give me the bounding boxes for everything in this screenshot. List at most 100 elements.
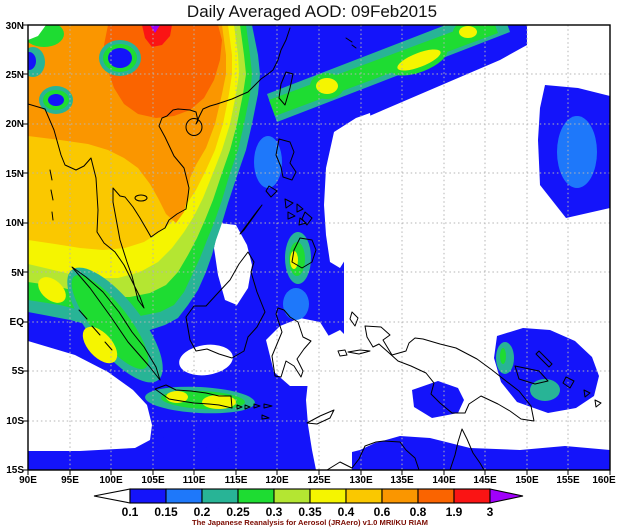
aod-field: [28, 25, 610, 470]
aod-white-banda-timor: [306, 330, 357, 470]
colorbar-level-label: 0.15: [154, 505, 178, 519]
lat-tick-label: 5N: [11, 268, 24, 279]
colorbar-level-label: 0.4: [338, 505, 355, 519]
coastline-sulawesi: [271, 307, 312, 378]
lon-tick-label: 140E: [432, 475, 456, 486]
coastline-australia: [326, 428, 485, 470]
colorbar-above-max-arrow: [489, 488, 524, 504]
credit-line: The Japanese Reanalysis for Aerosol (JRA…: [192, 518, 428, 527]
colorbar-level-label: 0.8: [410, 505, 427, 519]
colorbar-level-label: 0.25: [226, 505, 250, 519]
gridlines: [28, 25, 610, 470]
aod-blue-bismarck: [494, 328, 599, 413]
aod-white-java-sea: [179, 344, 233, 376]
coastline-lesser-sunda: [236, 403, 335, 425]
lon-tick-label: 155E: [556, 475, 580, 486]
coastline-hainan: [185, 118, 203, 136]
aod-white-east-of-philippines: [324, 113, 374, 268]
lat-tick-label: 10S: [6, 416, 24, 427]
aod-teal-bismarck-east: [530, 379, 560, 401]
lon-tick-label: 160E: [592, 475, 616, 486]
aod-yellow-mindanao: [290, 251, 298, 269]
colorbar-cell: [273, 488, 311, 504]
coastlines: [28, 27, 602, 470]
colorbar-cell: [453, 488, 491, 504]
lon-tick-label: 145E: [473, 475, 497, 486]
coastline-borneo: [185, 251, 266, 359]
lon-tick-label: 95E: [61, 475, 79, 486]
aod-blue-arafura: [412, 381, 464, 418]
aod-blue-hole-2: [48, 94, 64, 106]
lat-tick-label: 30N: [6, 21, 24, 32]
colorbar-level-label: 0.1: [122, 505, 139, 519]
aod-white-ne-corner: [535, 25, 610, 88]
colorbar-cell: [309, 488, 347, 504]
colorbar-level-label: 0.6: [374, 505, 391, 519]
aod-yellow-core-c: [459, 26, 477, 38]
aod-dodger-luzon: [254, 136, 282, 188]
aod-white-palawan: [214, 223, 252, 305]
lat-tick-label: 25N: [6, 70, 24, 81]
colorbar-level-label: 0.2: [194, 505, 211, 519]
coastline-taiwan: [278, 71, 294, 106]
aod-yellow-java-e: [202, 395, 236, 409]
lon-axis-labels: 90E 95E 100E 105E 110E 115E 120E 125E 13…: [19, 475, 616, 486]
lon-tick-label: 135E: [390, 475, 414, 486]
lat-tick-label: EQ: [10, 317, 25, 328]
aod-dodger-east-band: [557, 116, 597, 188]
coastline-tonle-sap: [134, 194, 148, 202]
aod-blue-hole-1: [108, 48, 132, 68]
colorbar-level-label: 1.9: [446, 505, 463, 519]
aod-yellow-sumatra-s: [82, 326, 118, 364]
lat-tick-label: 15N: [6, 169, 24, 180]
aod-white-indian-ocean: [28, 341, 152, 451]
aod-yellow-sumatra-n: [38, 277, 66, 303]
colorbar-level-label: 0.3: [266, 505, 283, 519]
lat-tick-label: 10N: [6, 218, 24, 229]
coastline-philippines: [239, 138, 317, 269]
lat-tick-label: 5S: [12, 366, 25, 377]
lon-tick-label: 150E: [515, 475, 539, 486]
aod-yellow-java-w: [166, 391, 188, 403]
colorbar-level-label: 3: [487, 505, 494, 519]
coastline-new-guinea: [364, 325, 535, 422]
lon-tick-label: 120E: [265, 475, 289, 486]
coastline-small-islands: [49, 37, 357, 351]
colorbar-cell: [417, 488, 455, 504]
colorbar-below-min-arrow: [93, 488, 131, 504]
lon-tick-label: 130E: [349, 475, 373, 486]
lat-axis-labels: 30N 25N 20N 15N 10N 5N EQ 5S 10S 15S: [6, 21, 25, 476]
aod-blue-hole-3: [28, 52, 36, 70]
aod-green-bismarck: [500, 348, 506, 364]
lon-tick-label: 90E: [19, 475, 37, 486]
lon-tick-label: 100E: [99, 475, 123, 486]
colorbar-cell: [129, 488, 167, 504]
lon-tick-label: 110E: [183, 475, 206, 486]
colorbar-labels: 0.1 0.15 0.2 0.25 0.3 0.35 0.4 0.6 0.8 1…: [122, 505, 494, 519]
lon-tick-label: 115E: [225, 475, 248, 486]
colorbar-cell: [345, 488, 383, 504]
axis-ticks: [23, 24, 611, 475]
aod-purple-max-dot: [150, 25, 160, 33]
colorbar-cell: [381, 488, 419, 504]
aod-white-nw-corner: [28, 25, 46, 40]
coastline-sumatra: [71, 266, 161, 381]
colorbar-cell: [201, 488, 239, 504]
lat-tick-label: 15S: [6, 465, 24, 476]
coastline-java: [154, 384, 233, 409]
colorbar-cell: [165, 488, 203, 504]
page-title: Daily Averaged AOD: 09Feb2015: [187, 2, 437, 21]
aod-yellow-core-b: [397, 49, 441, 71]
lon-tick-label: 125E: [307, 475, 331, 486]
coastline-asia-mainland: [28, 27, 291, 309]
lon-tick-label: 105E: [141, 475, 165, 486]
aod-red-hotspot: [142, 25, 172, 47]
coastline-moluccas: [337, 311, 371, 357]
colorbar-cell: [237, 488, 275, 504]
aod-dodger-celebes: [283, 288, 309, 320]
lat-tick-label: 20N: [6, 119, 24, 130]
coastline-bismarck-islands: [514, 350, 602, 408]
colorbar-level-label: 0.35: [298, 505, 322, 519]
